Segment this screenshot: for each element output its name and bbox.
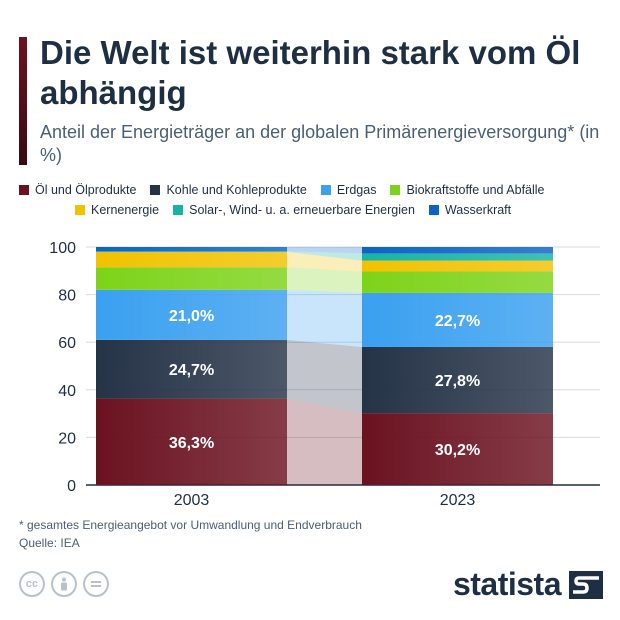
data-label: 24,7% xyxy=(169,362,214,379)
connector-band xyxy=(287,339,362,414)
x-tick-label: 2003 xyxy=(174,492,210,509)
legend-label: Kohle und Kohleprodukte xyxy=(166,183,307,197)
connector-band xyxy=(287,247,362,254)
data-label: 36,3% xyxy=(169,435,214,452)
bar-segment xyxy=(96,251,287,268)
person-icon[interactable] xyxy=(51,571,77,597)
chart-legend: Öl und Ölprodukte Kohle und Kohleprodukt… xyxy=(19,180,609,220)
legend-item-oil: Öl und Ölprodukte xyxy=(19,183,136,197)
data-label: 21,0% xyxy=(169,308,214,325)
license-icons: cc xyxy=(19,571,109,597)
y-tick-label: 80 xyxy=(58,288,76,305)
y-tick-label: 20 xyxy=(58,430,76,447)
bar-segment xyxy=(362,247,553,254)
connector-band xyxy=(287,251,362,261)
x-tick-label: 2023 xyxy=(440,492,476,509)
bar-segment xyxy=(362,413,553,485)
bar-segment xyxy=(96,289,287,340)
bar-segment xyxy=(96,251,287,252)
legend-item-coal: Kohle und Kohleprodukte xyxy=(150,183,307,197)
connector-band xyxy=(287,289,362,347)
legend-item-hydro: Wasserkraft xyxy=(428,203,512,217)
legend-item-gas: Erdgas xyxy=(320,183,377,197)
bar-segment xyxy=(362,346,553,414)
legend-label: Solar-, Wind- u. a. erneuerbare Energien xyxy=(189,203,415,217)
legend-swatch xyxy=(320,185,331,195)
data-label: 27,8% xyxy=(435,373,480,390)
cc-icon[interactable]: cc xyxy=(19,571,45,597)
connector-band xyxy=(287,398,362,485)
legend-label: Biokraftstoffe und Abfälle xyxy=(406,183,545,197)
footnote: * gesamtes Energieangebot vor Umwandlung… xyxy=(19,518,362,532)
bar-segment xyxy=(362,253,553,261)
data-label: 22,7% xyxy=(435,313,480,330)
bar-segment xyxy=(96,247,287,252)
bar-segment xyxy=(362,271,553,293)
connector-band xyxy=(287,251,362,272)
statista-logo[interactable]: statista xyxy=(453,566,603,603)
stacked-bar-chart: 0 20 40 60 80 100 36,3% 24,7% 21,0% 2003 30,2% 27,8… xyxy=(49,240,600,509)
legend-label: Kernenergie xyxy=(91,203,160,217)
legend-item-biofuel: Biokraftstoffe und Abfälle xyxy=(390,183,545,197)
footnote-block: * gesamtes Energieangebot vor Umwandlung… xyxy=(19,516,362,552)
connector-band xyxy=(287,267,362,293)
y-tick-label: 100 xyxy=(49,240,76,257)
accent-bar xyxy=(19,37,27,165)
legend-swatch xyxy=(428,205,439,215)
page-subtitle: Anteil der Energieträger an der globalen… xyxy=(40,122,600,165)
bar-segment xyxy=(362,260,553,272)
legend-label: Öl und Ölprodukte xyxy=(35,183,137,197)
bar-segment xyxy=(96,339,287,399)
legend-label: Erdgas xyxy=(336,183,377,197)
source: Quelle: IEA xyxy=(19,536,80,550)
legend-swatch xyxy=(173,205,184,215)
legend-label: Wasserkraft xyxy=(444,203,512,217)
y-tick-label: 60 xyxy=(58,335,76,352)
legend-swatch xyxy=(390,185,401,195)
bar-segment xyxy=(362,292,553,347)
legend-swatch xyxy=(19,185,29,195)
bar-segment xyxy=(96,267,287,290)
legend-swatch xyxy=(150,185,161,195)
legend-item-nuclear: Kernenergie xyxy=(75,203,159,217)
equals-icon[interactable] xyxy=(83,571,109,597)
legend-swatch xyxy=(75,205,85,215)
bar-segment xyxy=(96,398,287,485)
legend-item-renewables: Solar-, Wind- u. a. erneuerbare Energien xyxy=(173,203,415,217)
legend-row-2: Kernenergie Solar-, Wind- u. a. erneuerb… xyxy=(19,200,609,220)
y-tick-label: 0 xyxy=(67,478,76,495)
data-label: 30,2% xyxy=(435,442,480,459)
page-title: Die Welt ist weiterhin stark vom Öl abhä… xyxy=(40,34,581,111)
brand-name: statista xyxy=(452,566,562,602)
statista-logo-icon xyxy=(569,570,603,599)
y-tick-label: 40 xyxy=(58,383,76,400)
legend-row-1: Öl und Ölprodukte Kohle und Kohleprodukt… xyxy=(19,180,609,200)
